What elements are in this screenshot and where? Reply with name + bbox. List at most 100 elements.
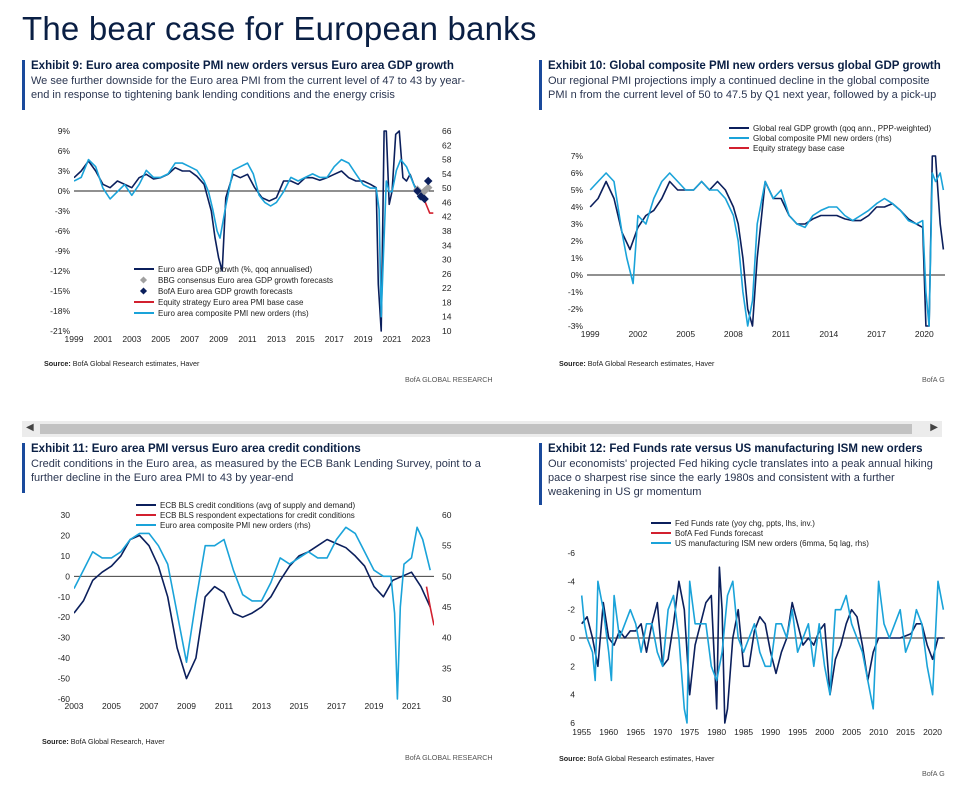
x-tick-label: 2017 (867, 329, 886, 339)
exhibit-9-title: Exhibit 9: Euro area composite PMI new o… (31, 60, 454, 72)
exhibit-11-source: Source: BofA Global Research, Haver (42, 737, 165, 746)
x-tick-label: 2021 (383, 334, 402, 344)
y-right-tick-label: 35 (442, 663, 452, 673)
exhibit-11-subtitle: Credit conditions in the Euro area, as m… (31, 458, 481, 484)
y-left-tick-label: 1% (571, 253, 584, 263)
horizontal-scrollbar[interactable]: ◀ ▶ (22, 421, 942, 437)
x-tick-label: 2007 (140, 701, 159, 711)
legend-marker-diamond (139, 276, 148, 284)
panel-accent-bar (22, 443, 25, 493)
exhibit-10-brand: BofA G (922, 375, 945, 384)
y-right-tick-label: 54 (442, 169, 452, 179)
x-tick-label: 2000 (815, 727, 834, 737)
legend-label: BofA Fed Funds forecast (675, 529, 764, 538)
x-tick-label: 2005 (102, 701, 121, 711)
x-tick-label: 2011 (215, 701, 234, 711)
x-tick-label: 2015 (896, 727, 915, 737)
legend-label: Equity strategy Euro area PMI base case (158, 298, 304, 307)
y-left-tick-label: -20 (58, 612, 71, 622)
panel-accent-bar (539, 60, 542, 110)
exhibit-9-subtitle: We see further downside for the Euro are… (31, 75, 465, 101)
exhibit-11-title: Exhibit 11: Euro area PMI versus Euro ar… (31, 443, 361, 455)
x-tick-label: 2002 (628, 329, 647, 339)
y-left-tick-label: 2 (570, 661, 575, 671)
y-left-tick-label: 5% (571, 185, 584, 195)
x-tick-label: 1999 (65, 334, 84, 344)
x-tick-label: 1975 (680, 727, 699, 737)
y-left-tick-label: -6% (55, 226, 71, 236)
series-line-us-manufacturing-ism-new-orders-rhs- (580, 580, 945, 724)
legend-label: BBG consensus Euro area GDP growth forec… (158, 276, 333, 285)
y-left-tick-label: 3% (571, 219, 584, 229)
y-right-tick-label: 50 (442, 571, 452, 581)
y-left-tick-label: -60 (58, 694, 71, 704)
y-left-tick-label: -4 (567, 576, 575, 586)
y-left-tick-label: -30 (58, 633, 71, 643)
series-line-global-composite-pmi-new-orders-rhs- (589, 172, 945, 327)
panel-accent-bar (22, 60, 25, 110)
exhibit-10-subtitle: Our regional PMI projections imply a con… (548, 75, 937, 101)
x-tick-label: 2010 (869, 727, 888, 737)
y-left-tick-label: 30 (61, 510, 71, 520)
exhibit-11-brand: BofA GLOBAL RESEARCH (405, 753, 493, 762)
y-left-tick-label: 6 (570, 718, 575, 728)
exhibit-10-panel: Exhibit 10: Global composite PMI new ord… (539, 60, 945, 390)
x-tick-label: 2023 (412, 334, 431, 344)
scroll-left-icon[interactable]: ◀ (26, 422, 34, 433)
x-tick-label: 2015 (296, 334, 315, 344)
exhibit-10-chart: 7% 6% 5% 4% 3% 2% 1% 0% -1% -2% -3%1999 2002 2005 200… (568, 124, 945, 339)
legend-label: Fed Funds rate (yoy chg, ppts, lhs, inv.… (675, 519, 815, 528)
exhibit-9-panel: Exhibit 9: Euro area composite PMI new o… (22, 60, 518, 390)
exhibit-10-title: Exhibit 10: Global composite PMI new ord… (548, 60, 941, 72)
y-left-tick-label: -3% (55, 206, 71, 216)
exhibit-11-chart: 30 20 10 0 -10 -20 -30 -40 -50 -60 60 55 50 45 40 35 30 2… (58, 501, 452, 711)
x-tick-label: 2017 (327, 701, 346, 711)
y-left-tick-label: -3% (568, 321, 584, 331)
legend-label: ECB BLS respondent expectations for cred… (160, 511, 355, 520)
legend-label: Euro area GDP growth (%, qoq annualised) (158, 265, 312, 274)
x-tick-label: 2005 (842, 727, 861, 737)
y-left-tick-label: -18% (50, 306, 70, 316)
y-right-tick-label: 30 (442, 694, 452, 704)
y-left-tick-label: -50 (58, 674, 71, 684)
x-tick-label: 2011 (772, 329, 791, 339)
y-right-tick-label: 50 (442, 183, 452, 193)
x-tick-label: 2008 (724, 329, 743, 339)
y-right-tick-label: 30 (442, 255, 452, 265)
x-tick-label: 2017 (325, 334, 344, 344)
series-line-ecb-bls-respondent-expectations (425, 586, 434, 626)
y-left-tick-label: 9% (58, 126, 71, 136)
x-tick-label: 2021 (402, 701, 421, 711)
y-right-tick-label: 45 (442, 602, 452, 612)
y-left-tick-label: -6 (567, 548, 575, 558)
y-left-tick-label: 3% (58, 166, 71, 176)
y-right-tick-label: 66 (442, 126, 452, 136)
legend-label: Global real GDP growth (qoq ann., PPP-we… (753, 124, 932, 133)
x-tick-label: 1980 (707, 727, 726, 737)
legend-marker-diamond (139, 287, 148, 295)
exhibit-12-brand: BofA G (922, 769, 945, 778)
x-tick-label: 2019 (354, 334, 373, 344)
forecast-marker (423, 176, 433, 186)
y-right-tick-label: 62 (442, 140, 452, 150)
y-left-tick-label: -40 (58, 653, 71, 663)
series-line-ecb-bls-credit-conditions (74, 534, 431, 680)
y-right-tick-label: 26 (442, 269, 452, 279)
exhibit-9-chart: 9% 6% 3% 0% -3% -6% -9% -12% -15% -18% -21% 66 62 58 5… (50, 126, 452, 344)
legend-label: Euro area composite PMI new orders (rhs) (158, 309, 309, 318)
legend-label: Global composite PMI new orders (rhs) (753, 134, 892, 143)
y-left-tick-label: -21% (50, 326, 70, 336)
scrollbar-thumb[interactable] (40, 424, 912, 434)
x-tick-label: 2007 (180, 334, 199, 344)
y-left-tick-label: 10 (61, 551, 71, 561)
x-tick-label: 2005 (676, 329, 695, 339)
legend-label: ECB BLS credit conditions (avg of supply… (160, 501, 356, 510)
scroll-right-icon[interactable]: ▶ (930, 422, 938, 433)
y-right-tick-label: 40 (442, 633, 452, 643)
x-tick-label: 2013 (267, 334, 286, 344)
y-left-tick-label: -1% (568, 287, 584, 297)
y-left-tick-label: 20 (61, 530, 71, 540)
y-left-tick-label: 0 (570, 633, 575, 643)
y-left-tick-label: 0% (571, 270, 584, 280)
